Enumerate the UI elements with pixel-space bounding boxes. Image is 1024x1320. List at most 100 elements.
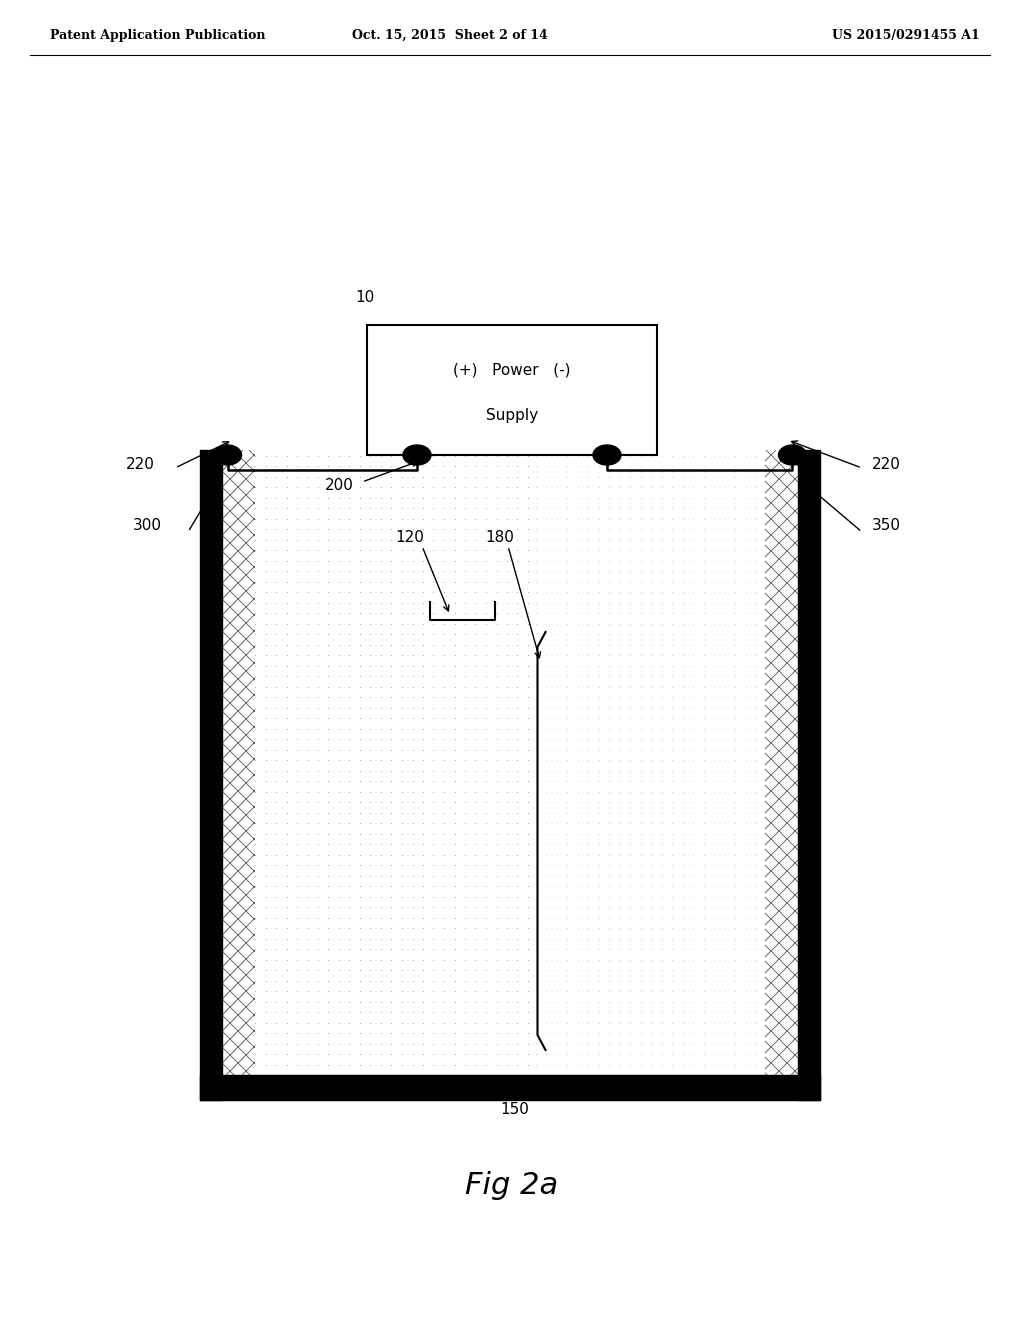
- Point: [310, 854, 327, 875]
- Point: [478, 1053, 495, 1074]
- Point: [467, 665, 483, 686]
- Point: [611, 686, 628, 708]
- Point: [569, 718, 586, 739]
- Point: [373, 487, 389, 508]
- Point: [685, 854, 701, 875]
- Point: [527, 812, 544, 833]
- Point: [352, 970, 369, 991]
- Point: [425, 970, 441, 991]
- Point: [415, 843, 431, 865]
- Text: US 2015/0291455 A1: US 2015/0291455 A1: [833, 29, 980, 41]
- Point: [436, 949, 453, 970]
- Point: [559, 981, 575, 1002]
- Point: [415, 760, 431, 781]
- Point: [352, 1064, 369, 1085]
- Point: [310, 1034, 327, 1055]
- Point: [520, 581, 537, 602]
- Point: [548, 634, 564, 655]
- Point: [436, 886, 453, 907]
- Point: [331, 750, 347, 771]
- Point: [643, 676, 659, 697]
- Point: [520, 644, 537, 665]
- Point: [289, 781, 305, 803]
- Point: [675, 981, 691, 1002]
- Point: [695, 508, 712, 529]
- Point: [695, 917, 712, 939]
- Point: [559, 833, 575, 854]
- Point: [257, 686, 273, 708]
- Point: [548, 792, 564, 813]
- Point: [352, 896, 369, 917]
- Point: [467, 812, 483, 833]
- Point: [321, 781, 337, 803]
- Point: [748, 886, 764, 907]
- Point: [748, 771, 764, 792]
- Point: [488, 508, 505, 529]
- Point: [559, 466, 575, 487]
- Point: [706, 487, 722, 508]
- Point: [341, 750, 357, 771]
- Point: [257, 875, 273, 896]
- Point: [279, 991, 295, 1012]
- Point: [685, 591, 701, 612]
- Point: [436, 1064, 453, 1085]
- Point: [590, 812, 606, 833]
- Point: [664, 875, 680, 896]
- Point: [737, 572, 754, 593]
- Point: [538, 928, 554, 949]
- Point: [299, 1002, 315, 1023]
- Point: [257, 739, 273, 760]
- Point: [352, 917, 369, 939]
- Point: [748, 760, 764, 781]
- Point: [601, 886, 617, 907]
- Point: [310, 623, 327, 644]
- Point: [675, 907, 691, 928]
- Point: [675, 939, 691, 960]
- Point: [488, 644, 505, 665]
- Point: [737, 591, 754, 612]
- Point: [643, 529, 659, 550]
- Point: [601, 792, 617, 813]
- Point: [488, 455, 505, 477]
- Point: [685, 1043, 701, 1064]
- Point: [727, 781, 743, 803]
- Point: [527, 781, 544, 803]
- Point: [268, 540, 285, 561]
- Point: [457, 708, 473, 729]
- Point: [590, 508, 606, 529]
- Point: [352, 822, 369, 843]
- Point: [590, 939, 606, 960]
- Point: [268, 455, 285, 477]
- Point: [748, 655, 764, 676]
- Point: [362, 896, 379, 917]
- Point: [727, 803, 743, 824]
- Point: [299, 529, 315, 550]
- Point: [321, 886, 337, 907]
- Point: [279, 466, 295, 487]
- Point: [289, 854, 305, 875]
- Point: [446, 771, 463, 792]
- Point: [590, 676, 606, 697]
- Bar: [200, 450, 255, 1100]
- Point: [321, 581, 337, 602]
- Point: [415, 591, 431, 612]
- Point: [601, 1043, 617, 1064]
- Point: [717, 949, 733, 970]
- Point: [310, 991, 327, 1012]
- Point: [499, 487, 515, 508]
- Point: [247, 960, 263, 981]
- Point: [706, 1053, 722, 1074]
- Point: [247, 1064, 263, 1085]
- Point: [706, 970, 722, 991]
- Point: [446, 591, 463, 612]
- Point: [247, 508, 263, 529]
- Point: [653, 896, 670, 917]
- Point: [590, 803, 606, 824]
- Point: [457, 792, 473, 813]
- Point: [509, 697, 525, 718]
- Point: [580, 771, 596, 792]
- Point: [404, 1064, 421, 1085]
- Point: [664, 1053, 680, 1074]
- Point: [685, 729, 701, 750]
- Point: [695, 540, 712, 561]
